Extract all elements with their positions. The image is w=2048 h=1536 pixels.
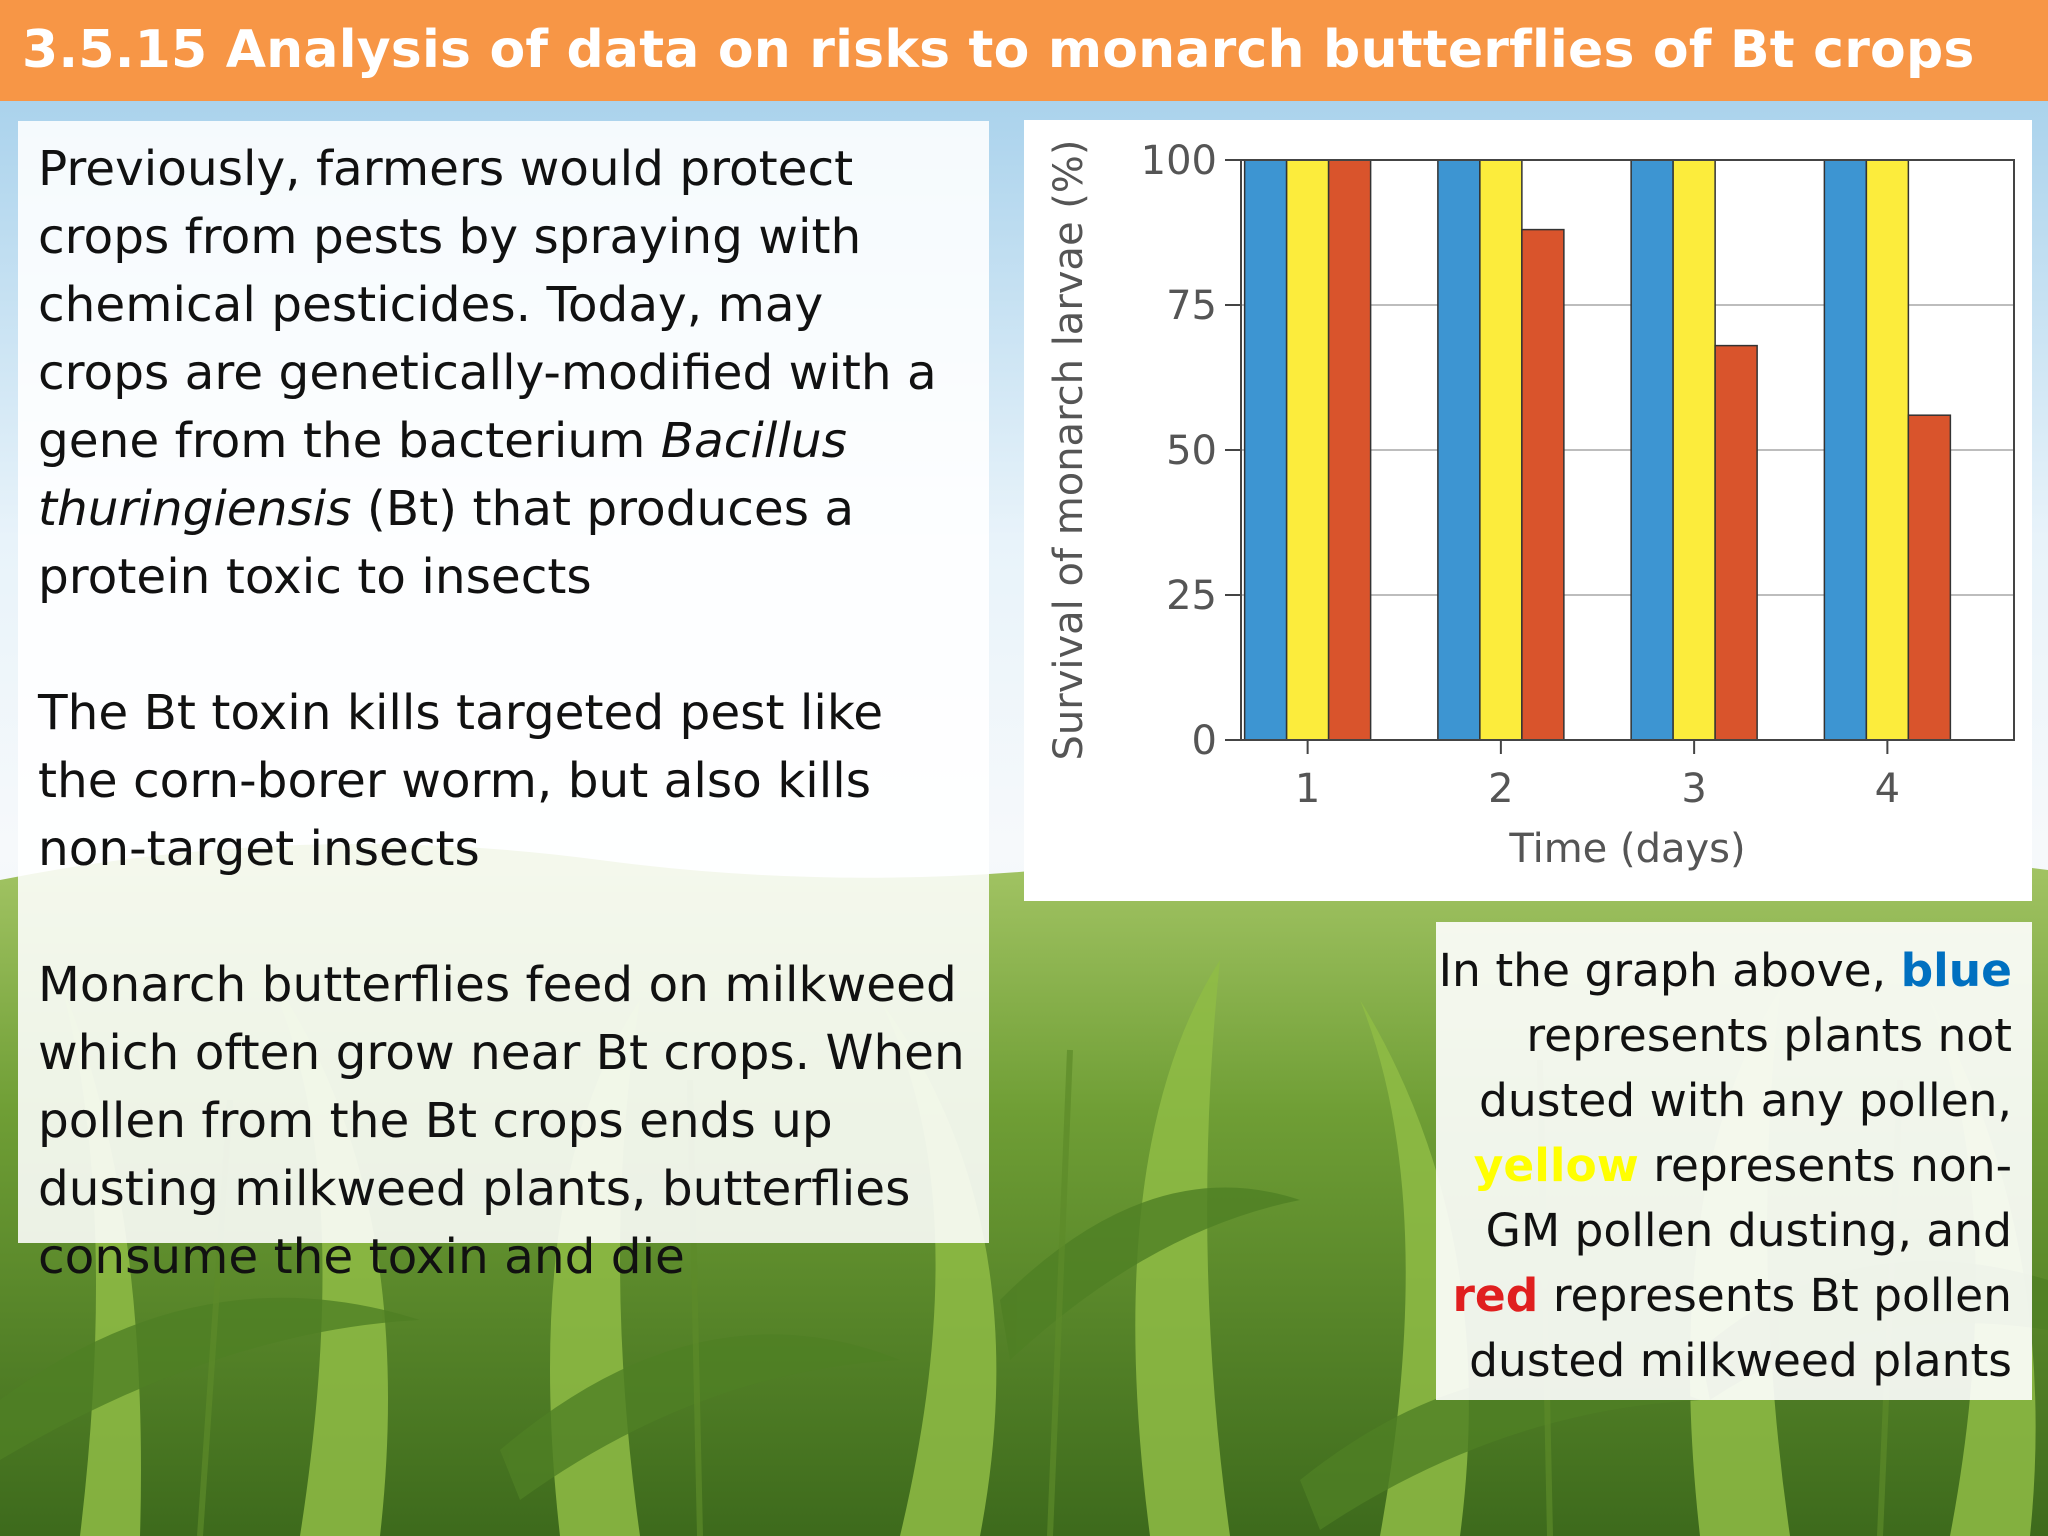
survival-bar-chart: 0 25 50 75 100 1 2 3 4 Time (days) Survival of mon… [1046,138,2015,872]
bar [1437,159,1481,741]
legend-text-4: represents Bt pollen dusted milkweed pla… [1469,1269,2012,1387]
x-tick-label: 4 [1875,766,1900,812]
bar [1714,344,1758,741]
paragraph-monarch: Monarch butterflies feed on milkweed whi… [38,957,965,1285]
bar [1521,228,1565,741]
legend-word-red: red [1452,1269,1539,1322]
x-tick-label: 1 [1295,766,1320,812]
legend-text-2: represents plants not dusted with any po… [1478,1009,2012,1127]
x-axis-label: Time (days) [1508,826,1745,872]
bar [1479,159,1523,741]
x-tick-label: 3 [1681,766,1706,812]
paragraph-pesticides-text-1: Previously, farmers would protect crops … [38,141,937,469]
paragraph-bt-toxin: The Bt toxin kills targeted pest like th… [38,685,884,877]
bar [1907,414,1952,741]
y-tick-label: 75 [1166,283,1217,329]
legend-word-yellow: yellow [1473,1139,1639,1192]
legend-word-blue: blue [1900,944,2012,997]
paragraph-pesticides: Previously, farmers would protect crops … [38,135,969,611]
bar [1285,159,1330,741]
y-tick-label: 100 [1141,138,1217,184]
bar [1327,159,1372,741]
bar [1823,159,1868,741]
bacterium-name: Bacillus thuringiensis [38,413,847,537]
legend-text-3: represents non-GM pollen dusting, and [1485,1139,2012,1257]
x-tick-label: 2 [1488,766,1513,812]
legend-text-1: In the graph above, [1438,944,1901,997]
legend-explanation-panel: In the graph above, blue represents plan… [1436,922,2032,1400]
chart-panel: 0 25 50 75 100 1 2 3 4 Time (days) Survival of mon… [1024,120,2032,901]
legend-explanation: In the graph above, blue represents plan… [1436,938,2012,1393]
bar [1865,159,1910,741]
y-tick-label: 25 [1166,573,1217,619]
bar [1630,159,1674,741]
y-tick-label: 50 [1166,428,1217,474]
paragraph-pesticides-text-2: (Bt) that produces a protein toxic to in… [38,481,855,605]
bar [1243,159,1288,741]
y-tick-label: 0 [1192,718,1217,764]
slide-title: 3.5.15 Analysis of data on risks to mona… [22,20,1975,80]
y-axis-label: Survival of monarch larvae (%) [1046,140,1092,761]
plot-frame [1240,159,2015,741]
title-bar: 3.5.15 Analysis of data on risks to mona… [0,0,2048,101]
intro-text-panel: Previously, farmers would protect crops … [18,121,989,1285]
bar [1672,159,1716,741]
